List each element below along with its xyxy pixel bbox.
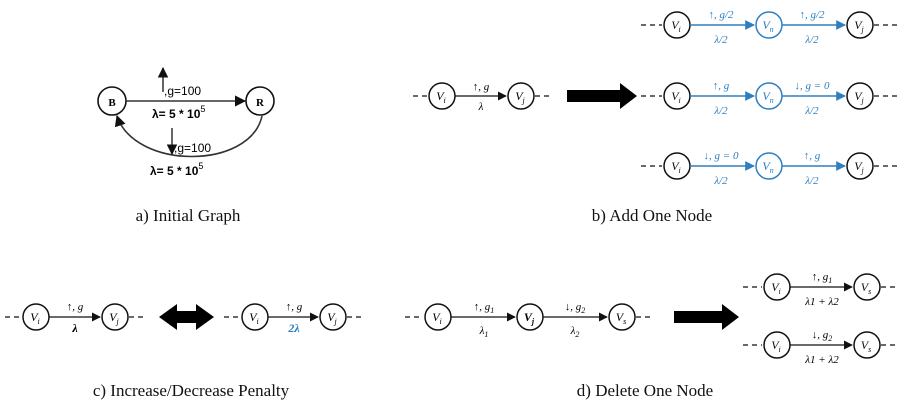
caption-d: d) Delete One Node — [577, 381, 713, 400]
svg-text:↑, g1: ↑, g1 — [812, 271, 833, 285]
svg-text:Vi: Vi — [30, 310, 40, 326]
node-vj — [846, 11, 874, 39]
svg-text:Vj: Vj — [524, 310, 535, 326]
edge1-bottom-label: λ/2 — [713, 34, 728, 46]
edge1-bottom-label: λ/2 — [713, 175, 728, 187]
edge1-top-label: ↑, g/2 — [708, 9, 734, 21]
transform-arrow-icon — [674, 304, 739, 330]
svg-text:λ1: λ1 — [479, 325, 489, 339]
delete-node-results: Vi ↑, g1 λ1 + λ2 Vs Vi ↓, g2 λ1 + λ2 Vs — [743, 271, 898, 366]
svg-text:Vi: Vi — [432, 310, 442, 326]
node-b-label: B — [108, 97, 116, 109]
node-vs — [608, 303, 636, 331]
transform-arrow-icon — [567, 83, 637, 109]
node-vj — [101, 303, 129, 331]
caption-a: a) Initial Graph — [136, 206, 241, 225]
svg-text:↓, g2: ↓, g2 — [565, 301, 586, 315]
node-vs-label: Vs — [861, 338, 871, 354]
node-vj-label: Vj — [854, 18, 864, 34]
bottom-edge-lambda: λ= 5 * 10 — [150, 164, 199, 178]
node-vn-label: Vn — [762, 159, 773, 175]
delete-node-row: Vi ↑, g1 λ1 + λ2 Vs — [743, 271, 898, 308]
edge2-top-label: ↑, g/2 — [799, 9, 825, 21]
top-edge-lambda: λ= 5 * 10 — [152, 107, 201, 121]
edge1-top-label: ↓, g = 0 — [704, 150, 739, 162]
node-vj-label: V — [515, 89, 524, 103]
bottom-edge-g: ,g=100 — [174, 141, 211, 155]
edge-bottom-label: λ1 + λ2 — [804, 354, 839, 366]
edge2-top-label: ↓, g = 0 — [795, 80, 830, 92]
edge-top-label: ↑, g — [286, 301, 303, 313]
svg-text:↑, g1: ↑, g1 — [474, 301, 495, 315]
edge-top-label: ↑, g — [67, 301, 84, 313]
edge2-bottom-label: λ — [570, 325, 576, 337]
delete-node-row: Vi ↓, g2 λ1 + λ2 Vs — [743, 329, 898, 366]
add-node-row: Vi ↓, g = 0 λ/2 Vn ↑, g λ/2 Vj — [641, 150, 898, 187]
edge-r-to-b — [114, 114, 263, 158]
node-vj-label: Vj — [854, 159, 864, 175]
svg-text:Vj: Vj — [327, 310, 337, 326]
node-vj-label: Vj — [854, 89, 864, 105]
add-node-row: Vi ↑, g λ/2 Vn ↓, g = 0 λ/2 Vj — [641, 80, 898, 117]
edge2-bottom-label: λ/2 — [804, 34, 819, 46]
node-vi-label: Vi — [671, 89, 681, 105]
node-vs-label: Vs — [861, 280, 871, 296]
caption-b: b) Add One Node — [592, 206, 712, 225]
svg-text:Vj: Vj — [515, 89, 525, 105]
edge-bottom-label: λ — [478, 101, 484, 113]
node-vn-label: Vn — [762, 89, 773, 105]
edge2-top-label: ↓, g — [565, 301, 582, 313]
edge-bottom-label: λ1 + λ2 — [804, 296, 839, 308]
node-vj — [319, 303, 347, 331]
svg-text:λ= 5 * 105: λ= 5 * 105 — [152, 104, 205, 121]
double-arrow-icon — [159, 304, 214, 330]
edge-top-label: ↓, g — [812, 329, 829, 341]
node-vs — [853, 331, 881, 359]
edge2-bottom-label: λ/2 — [804, 175, 819, 187]
panel-b: Vi ↑, g λ Vj Vi ↑, g/2 λ/2 Vn ↑, g/2 λ/2 Vj Vi ↑… — [413, 9, 898, 225]
edge1-top-label: ↑, g — [713, 80, 730, 92]
node-vj — [846, 152, 874, 180]
node-vi-label: Vi — [671, 18, 681, 34]
svg-text:↓, g2: ↓, g2 — [812, 329, 833, 343]
node-vj — [507, 82, 535, 110]
svg-text:Vi: Vi — [436, 89, 446, 105]
svg-text:λ2: λ2 — [570, 325, 580, 339]
svg-text:Vs: Vs — [616, 310, 626, 326]
add-node-variants: Vi ↑, g/2 λ/2 Vn ↑, g/2 λ/2 Vj Vi ↑, g λ/2 Vn ↓, g … — [641, 9, 898, 187]
edge1-bottom-label: λ/2 — [713, 105, 728, 117]
edge2-top-label: ↑, g — [804, 150, 821, 162]
edge-top-label: ↑, g — [812, 271, 829, 283]
edge-bottom-label: λ — [71, 321, 78, 335]
svg-text:Vi: Vi — [249, 310, 259, 326]
node-vi-label: Vi — [671, 159, 681, 175]
edge-top-label: ↑, g — [473, 81, 490, 93]
node-vi-label: V — [436, 89, 445, 103]
edge-bottom-label-doubled: 2λ — [287, 321, 300, 335]
node-vn-label: Vn — [762, 18, 773, 34]
top-edge-exp: 5 — [200, 104, 205, 114]
node-vs — [853, 273, 881, 301]
node-r-label: R — [256, 97, 265, 109]
bottom-edge-exp: 5 — [198, 161, 203, 171]
add-node-row: Vi ↑, g/2 λ/2 Vn ↑, g/2 λ/2 Vj — [641, 9, 898, 46]
svg-text:λ= 5 * 105: λ= 5 * 105 — [150, 161, 203, 178]
svg-text:Vj: Vj — [109, 310, 119, 326]
panel-a: B R ,g=100 λ= 5 * 105 ,g=100 λ= 5 * 105 … — [97, 66, 275, 225]
edge2-bottom-label: λ/2 — [804, 105, 819, 117]
top-edge-g: ,g=100 — [164, 84, 201, 98]
edge1-bottom-label: λ — [479, 325, 485, 337]
caption-c: c) Increase/Decrease Penalty — [93, 381, 290, 400]
node-vi-label: Vi — [771, 338, 781, 354]
edge1-top-label: ↑, g — [474, 301, 491, 313]
node-vi-label: Vi — [771, 280, 781, 296]
node-vj — [846, 82, 874, 110]
panel-c: Vi ↑, g λ Vj Vi ↑, g 2λ Vj c) Increase/D… — [5, 301, 363, 400]
panel-d: Vi ↑, g1 λ1 Vj ↓, g2 λ2 Vs Vi ↑, g1 λ1 + λ… — [405, 271, 898, 400]
